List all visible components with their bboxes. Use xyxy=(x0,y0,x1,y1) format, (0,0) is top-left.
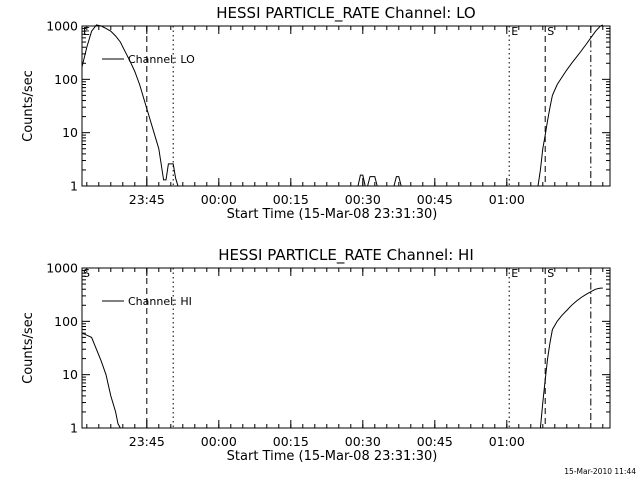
y-tick-label: 1 xyxy=(70,179,78,194)
chart-title: HESSI PARTICLE_RATE Channel: LO xyxy=(216,4,475,23)
series-line xyxy=(81,287,603,429)
event-marker-label: S xyxy=(547,267,554,280)
series-line xyxy=(81,24,604,187)
x-tick-label: 23:45 xyxy=(129,434,165,449)
x-tick-label: 01:00 xyxy=(489,192,525,207)
x-tick-label: 23:45 xyxy=(129,192,165,207)
x-tick-label: 00:15 xyxy=(273,192,309,207)
plot-timestamp: 15-Mar-2010 11:44 xyxy=(564,467,636,476)
x-tick-label: 00:00 xyxy=(201,192,237,207)
event-marker-label: S xyxy=(547,25,554,38)
x-tick-label: 01:00 xyxy=(489,434,525,449)
x-tick-label: 00:45 xyxy=(417,434,453,449)
y-tick-label: 100 xyxy=(54,72,78,87)
event-marker-label: E xyxy=(511,25,518,38)
legend-label: Channel: LO xyxy=(128,53,195,66)
y-tick-label: 100 xyxy=(54,314,78,329)
x-tick-label: 00:00 xyxy=(201,434,237,449)
legend-label: Channel: HI xyxy=(128,295,192,308)
x-tick-label: 00:30 xyxy=(345,192,381,207)
x-tick-label: 00:30 xyxy=(345,434,381,449)
chart-panel-0: HESSI PARTICLE_RATE Channel: LO Counts/se… xyxy=(21,4,611,222)
y-axis-label: Counts/sec xyxy=(21,70,36,142)
event-marker-label: E xyxy=(83,25,90,38)
chart-title: HESSI PARTICLE_RATE Channel: HI xyxy=(218,246,474,265)
x-tick-label: 00:45 xyxy=(417,192,453,207)
chart-panel-1: HESSI PARTICLE_RATE Channel: HI Counts/se… xyxy=(21,246,611,464)
y-tick-label: 1 xyxy=(70,421,78,436)
x-axis-label: Start Time (15-Mar-08 23:31:30) xyxy=(227,207,438,222)
plot-frame xyxy=(81,267,611,429)
x-axis-label: Start Time (15-Mar-08 23:31:30) xyxy=(227,449,438,464)
y-tick-label: 10 xyxy=(62,367,78,382)
event-marker-label: S xyxy=(83,267,90,280)
event-marker-label: E xyxy=(511,267,518,280)
y-tick-label: 1000 xyxy=(46,261,78,276)
y-axis-label: Counts/sec xyxy=(21,312,36,384)
y-tick-label: 1000 xyxy=(46,19,78,34)
y-tick-label: 10 xyxy=(62,125,78,140)
x-tick-label: 00:15 xyxy=(273,434,309,449)
